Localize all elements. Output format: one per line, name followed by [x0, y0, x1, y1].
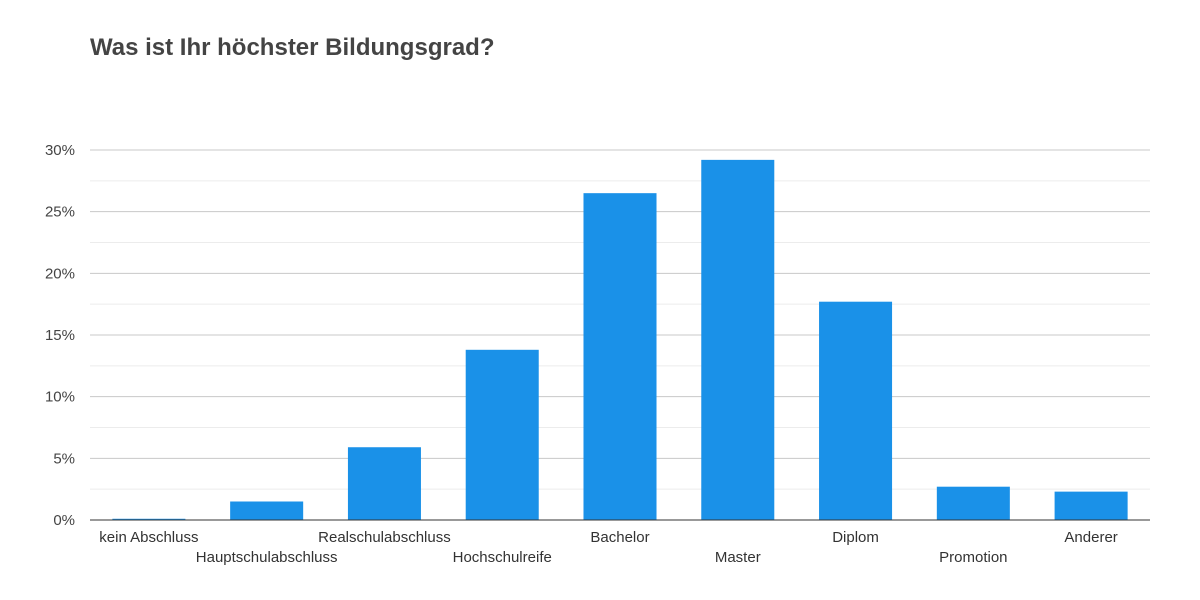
- bar-5: [701, 159, 775, 520]
- bar-7: [936, 486, 1010, 520]
- bar-3: [465, 349, 539, 520]
- x-tick-label: Bachelor: [590, 529, 649, 546]
- y-tick-label: 5%: [53, 450, 75, 467]
- bar-8: [1054, 491, 1128, 520]
- x-tick-label: Hauptschulabschluss: [196, 549, 338, 566]
- y-tick-label: 25%: [45, 204, 75, 221]
- bars: [112, 159, 1128, 520]
- x-tick-label: Realschulabschluss: [318, 529, 451, 546]
- y-axis-ticks: 0% 5% 10% 15% 20% 25% 30%: [45, 142, 75, 529]
- x-tick-label: kein Abschluss: [99, 529, 198, 546]
- x-tick-label: Master: [715, 549, 761, 566]
- y-tick-label: 30%: [45, 142, 75, 159]
- bar-0: [112, 518, 186, 520]
- y-tick-label: 20%: [45, 265, 75, 282]
- bar-1: [230, 501, 304, 520]
- x-axis-ticks: kein Abschluss Hauptschulabschluss Realsch…: [99, 529, 1118, 566]
- y-tick-label: 0%: [53, 512, 75, 529]
- bar-2: [347, 447, 421, 520]
- y-tick-label: 15%: [45, 327, 75, 344]
- bar-6: [819, 301, 893, 520]
- x-tick-label: Hochschulreife: [453, 549, 552, 566]
- x-tick-label: Diplom: [832, 529, 879, 546]
- y-tick-label: 10%: [45, 389, 75, 406]
- x-tick-label: Promotion: [939, 549, 1007, 566]
- bar-4: [583, 193, 657, 520]
- x-tick-label: Anderer: [1064, 529, 1117, 546]
- chart-title: Was ist Ihr höchster Bildungsgrad?: [90, 34, 495, 61]
